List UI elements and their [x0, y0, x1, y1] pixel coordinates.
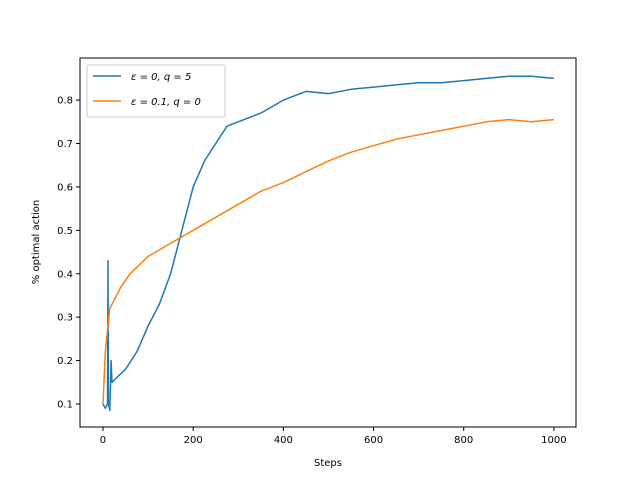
series-line-1 — [102, 118, 554, 405]
y-tick-label: 0.7 — [57, 139, 73, 150]
x-axis-label: Steps — [314, 458, 342, 469]
y-tick-label: 0.2 — [57, 356, 73, 367]
y-tick-label: 0.8 — [57, 96, 73, 107]
legend-label-1: ε = 0.1, q = 0 — [131, 97, 201, 108]
y-axis: 0.1 0.2 0.3 0.4 0.5 0.6 0.7 0.8 — [57, 96, 80, 410]
x-tick-label: 600 — [364, 435, 383, 446]
x-tick-label: 400 — [274, 435, 293, 446]
legend: ε = 0, q = 5 ε = 0.1, q = 0 — [86, 64, 226, 118]
y-tick-label: 0.3 — [57, 313, 73, 324]
y-axis-label: % optimal action — [31, 200, 42, 284]
series-line-0 — [102, 75, 554, 412]
x-axis: 0 200 400 600 800 1000 — [100, 427, 567, 446]
x-tick-label: 800 — [454, 435, 473, 446]
y-tick-label: 0.1 — [57, 399, 73, 410]
x-tick-label: 1000 — [541, 435, 566, 446]
legend-box — [86, 64, 226, 118]
legend-label-0: ε = 0, q = 5 — [131, 72, 191, 83]
x-tick-label: 0 — [100, 435, 106, 446]
x-tick-label: 200 — [184, 435, 203, 446]
y-tick-label: 0.4 — [57, 269, 73, 280]
axes-frame — [79, 57, 577, 428]
y-tick-label: 0.5 — [57, 226, 73, 237]
plot-lines — [102, 75, 554, 412]
y-tick-label: 0.6 — [57, 182, 73, 193]
